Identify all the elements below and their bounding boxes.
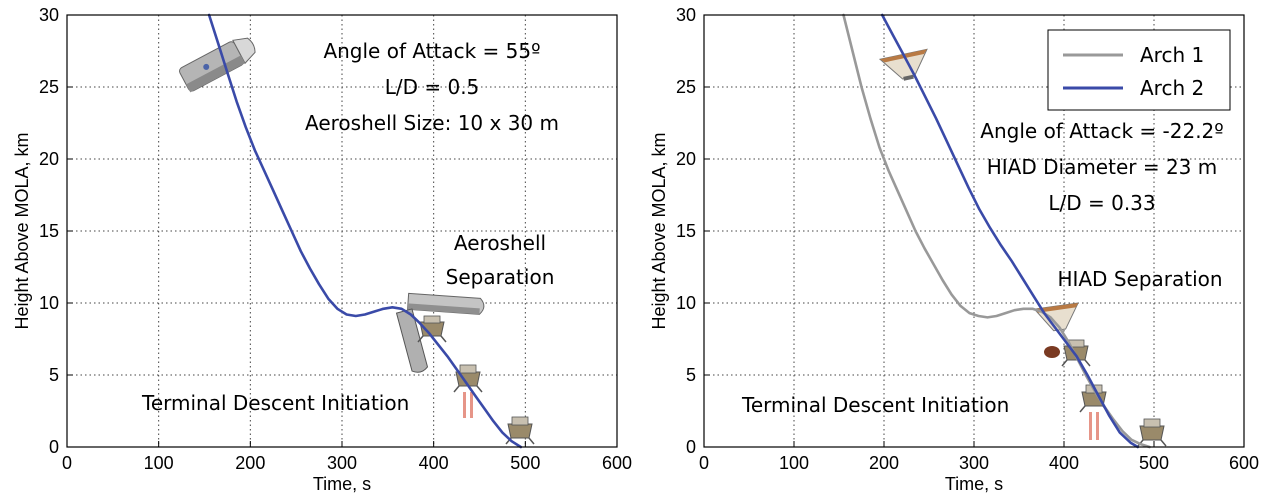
left-series-layer xyxy=(207,13,523,449)
left-x-tick-label-0: 0 xyxy=(62,453,72,473)
left-annotation-aeroshell-size: Aeroshell Size: 10 x 30 m xyxy=(305,111,559,135)
left-x-tick-label-300: 300 xyxy=(327,453,357,473)
left-annotation-terminal-descent: Terminal Descent Initiation xyxy=(141,391,409,415)
legend-box xyxy=(1047,29,1231,111)
right-x-tick-label-600: 600 xyxy=(1229,453,1259,473)
legend-label-arch-1: Arch 1 xyxy=(1140,43,1204,67)
left-x-tick-label-500: 500 xyxy=(510,453,540,473)
right-x-axis-label: Time, s xyxy=(945,474,1003,494)
right-y-tick-label-15: 15 xyxy=(676,221,696,241)
right-series-line-arch-2 xyxy=(880,13,1140,449)
left-x-tick-label-200: 200 xyxy=(235,453,265,473)
aeroshell-bottom-half-icon xyxy=(395,308,429,373)
left-y-tick-label-10: 10 xyxy=(39,293,59,313)
left-annotation-aeroshell: Aeroshell xyxy=(454,231,546,255)
aeroshell-top-half-icon xyxy=(407,292,485,315)
hiad-separated-icon xyxy=(1033,302,1079,332)
right-series-layer xyxy=(842,13,1151,449)
left-x-tick-label-100: 100 xyxy=(144,453,174,473)
left-series-line-series-0 xyxy=(207,13,523,449)
right-x-tick-label-0: 0 xyxy=(699,453,709,473)
left-y-tick-label-25: 25 xyxy=(39,77,59,97)
right-y-tick-label-0: 0 xyxy=(686,437,696,457)
right-y-axis-label: Height Above MOLA, km xyxy=(649,132,669,329)
left-y-tick-label-20: 20 xyxy=(39,149,59,169)
right-x-tick-label-300: 300 xyxy=(959,453,989,473)
left-x-tick-label-400: 400 xyxy=(419,453,449,473)
left-x-axis-label: Time, s xyxy=(313,474,371,494)
right-y-tick-label-10: 10 xyxy=(676,293,696,313)
right-annotation-terminal-descent: Terminal Descent Initiation xyxy=(741,393,1009,417)
left-y-tick-label-0: 0 xyxy=(49,437,59,457)
left-y-tick-label-30: 30 xyxy=(39,5,59,25)
right-tick-labels: 0 100 200 300 400 500 600 0 5 10 15 20 25 30 xyxy=(676,5,1259,473)
left-annotation-separation: Separation xyxy=(446,265,555,289)
left-grid xyxy=(67,15,617,447)
left-y-axis-label: Height Above MOLA, km xyxy=(12,132,32,329)
heatshield-icon xyxy=(1044,346,1060,358)
aeroshell-vehicle-icon xyxy=(179,37,256,93)
right-x-tick-label-400: 400 xyxy=(1049,453,1079,473)
left-y-tick-label-15: 15 xyxy=(39,221,59,241)
lander-landed-icon xyxy=(505,416,535,445)
left-x-tick-label-600: 600 xyxy=(602,453,632,473)
left-annotation-lift-to-drag: L/D = 0.5 xyxy=(385,75,480,99)
right-legend: Arch 1 Arch 2 xyxy=(1047,29,1231,111)
lander-icon xyxy=(417,315,447,343)
right-annotation-hiad-separation: HIAD Separation xyxy=(1057,267,1222,291)
right-y-tick-label-25: 25 xyxy=(676,77,696,97)
right-annotation-hiad-diameter: HIAD Diameter = 23 m xyxy=(987,155,1218,179)
left-y-tick-label-5: 5 xyxy=(49,365,59,385)
right-y-tick-label-20: 20 xyxy=(676,149,696,169)
right-y-tick-label-5: 5 xyxy=(686,365,696,385)
left-tick-labels: 0 100 200 300 400 500 600 0 5 10 15 20 25 30 xyxy=(39,5,632,473)
right-annotation-lift-to-drag: L/D = 0.33 xyxy=(1048,191,1155,215)
right-x-tick-label-500: 500 xyxy=(1139,453,1169,473)
right-y-tick-label-30: 30 xyxy=(676,5,696,25)
right-x-tick-label-200: 200 xyxy=(869,453,899,473)
right-x-tick-label-100: 100 xyxy=(779,453,809,473)
right-annotation-angle-of-attack: Angle of Attack = -22.2º xyxy=(980,119,1223,143)
legend-label-arch-2: Arch 2 xyxy=(1140,76,1204,100)
right-panel: 0 100 200 300 400 500 600 0 5 10 15 20 25 30 Arch 1 A… xyxy=(649,5,1259,494)
left-annotation-angle-of-attack: Angle of Attack = 55º xyxy=(323,39,540,63)
